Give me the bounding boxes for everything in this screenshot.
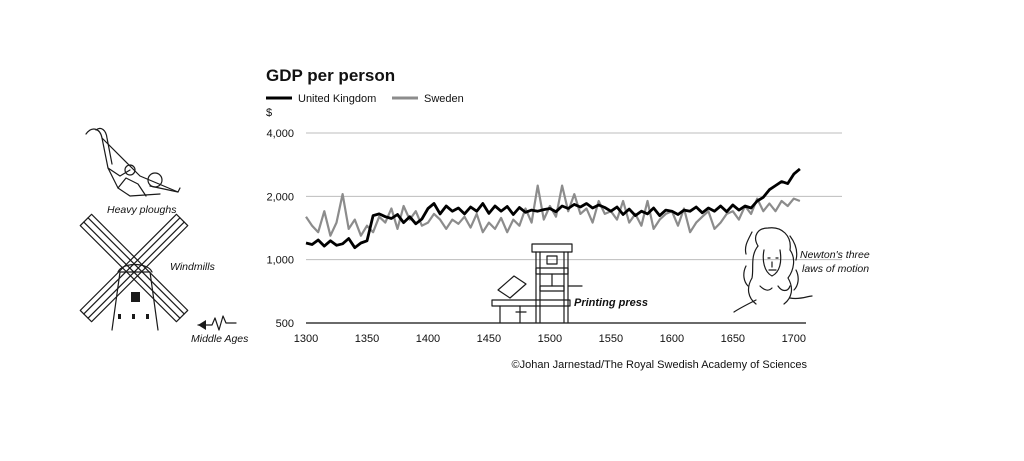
x-tick-labels: 1300 1350 1400 1450 1500 1550 1600 1650 1700 <box>294 333 806 345</box>
y-axis-unit: $ <box>266 107 272 119</box>
heavy-plough-icon <box>85 127 181 197</box>
x-tick-label: 1700 <box>782 333 806 345</box>
x-tick-label: 1450 <box>477 333 501 345</box>
arrow-left-icon <box>197 315 237 331</box>
x-tick-label: 1400 <box>416 333 440 345</box>
x-tick-label: 1550 <box>599 333 623 345</box>
x-tick-label: 1650 <box>721 333 745 345</box>
series-lines <box>305 167 801 250</box>
windmill-icon <box>79 213 189 331</box>
annotation-newton-line2: laws of motion <box>802 263 869 275</box>
annotation-heavy-ploughs: Heavy ploughs <box>107 204 177 216</box>
printing-press-icon <box>491 243 583 323</box>
x-tick-label: 1600 <box>660 333 684 345</box>
annotation-newton-line1: Newton's three <box>800 249 870 261</box>
annotation-windmills: Windmills <box>170 261 216 273</box>
newton-portrait-icon <box>733 227 813 313</box>
y-tick-label: 2,000 <box>266 191 294 203</box>
x-tick-label: 1300 <box>294 333 318 345</box>
chart-title: GDP per person <box>266 66 395 85</box>
annotation-printing-press: Printing press <box>574 297 648 309</box>
x-tick-label: 1500 <box>538 333 562 345</box>
legend-label-sweden: Sweden <box>424 93 464 105</box>
series-line-united-kingdom <box>305 167 801 250</box>
y-tick-label: 500 <box>276 318 294 330</box>
y-tick-labels: 500 1,000 2,000 4,000 <box>266 128 294 330</box>
y-tick-label: 4,000 <box>266 128 294 140</box>
annotation-middle-ages: Middle Ages <box>191 333 249 345</box>
y-tick-label: 1,000 <box>266 255 294 267</box>
credit-text: ©Johan Jarnestad/The Royal Swedish Acade… <box>512 359 808 371</box>
legend-label-uk: United Kingdom <box>298 93 376 105</box>
x-tick-label: 1350 <box>355 333 379 345</box>
legend: United Kingdom Sweden <box>266 93 464 105</box>
